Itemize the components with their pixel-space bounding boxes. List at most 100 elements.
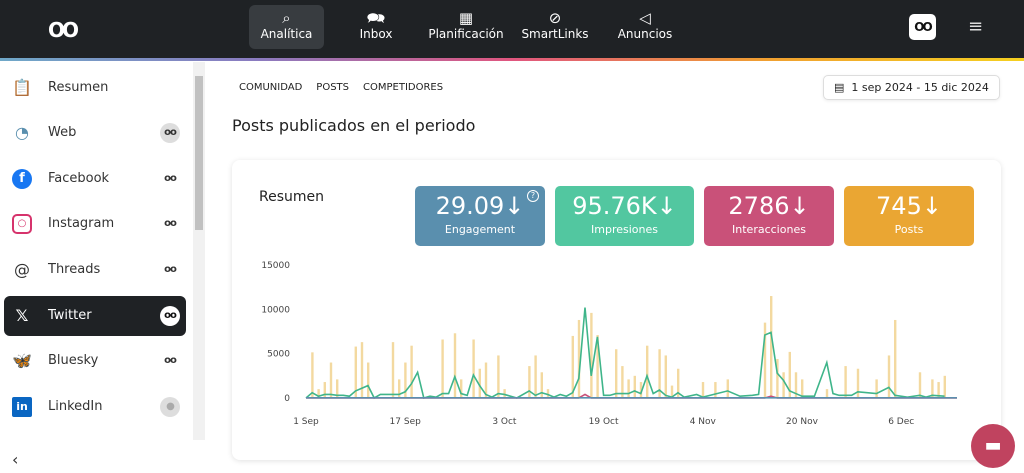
chart-bar xyxy=(497,355,500,398)
chart-bar xyxy=(639,382,643,398)
facebook-icon: f xyxy=(12,169,32,189)
y-tick-label: 10000 xyxy=(261,305,290,315)
tab-comunidad[interactable]: COMUNIDAD xyxy=(239,82,303,93)
account-badge: oo xyxy=(164,355,177,366)
chart-bar xyxy=(788,351,791,398)
chart-bar xyxy=(540,372,543,398)
chart-bar xyxy=(404,362,407,398)
chart-bar xyxy=(726,379,729,398)
chart-bar xyxy=(776,358,779,398)
collapse-sidebar-chevron-icon[interactable]: ‹ xyxy=(12,450,19,469)
sidebar-item-facebook[interactable]: f Facebook oo xyxy=(4,159,186,199)
calendar-icon: ▤ xyxy=(834,81,845,94)
chart-bar xyxy=(354,346,357,398)
account-badge: oo xyxy=(164,173,177,184)
chart-bar xyxy=(391,342,395,398)
calendar-icon: ▦ xyxy=(458,9,474,27)
help-icon[interactable]: ? xyxy=(527,190,539,202)
brand-gradient-stripe xyxy=(0,58,1024,61)
chart-bar xyxy=(453,333,457,398)
x-tick-label: 19 Oct xyxy=(589,417,619,427)
chart-bar xyxy=(336,379,339,398)
chart-bar xyxy=(763,322,767,398)
account-badge: oo xyxy=(164,218,177,229)
x-tick-label: 6 Dec xyxy=(888,417,914,427)
chat-icon: ▬ xyxy=(984,435,1002,456)
chart-bar xyxy=(577,319,581,398)
nav-analitica[interactable]: ⌕ Analítica xyxy=(249,5,324,49)
chart-bar xyxy=(534,355,537,398)
chart-bar xyxy=(931,379,934,398)
chart-bar xyxy=(596,335,599,398)
kpi-engagement[interactable]: 29.09↓ Engagement? xyxy=(415,186,545,246)
chart-bar xyxy=(323,382,326,398)
kpi-posts[interactable]: 745↓ Posts xyxy=(844,186,974,246)
date-range-picker[interactable]: ▤ 1 sep 2024 - 15 dic 2024 xyxy=(823,75,1000,100)
y-tick-label: 5000 xyxy=(267,350,290,360)
chart-bar xyxy=(701,382,705,398)
chart-bar xyxy=(646,345,649,398)
tab-competidores[interactable]: COMPETIDORES xyxy=(363,82,444,93)
chat-support-button[interactable]: ▬ xyxy=(971,424,1015,468)
chart-bar xyxy=(801,379,804,398)
nav-smartlinks[interactable]: ⊘ SmartLinks xyxy=(521,9,589,41)
analytics-search-icon: ⌕ xyxy=(282,9,291,27)
chart-bar xyxy=(633,375,636,398)
chart-bar xyxy=(571,335,574,398)
kpi-impresiones[interactable]: 95.76K↓ Impresiones xyxy=(555,186,694,246)
rss-icon: ◔ xyxy=(15,123,29,142)
brand-logo-icon[interactable]: OO xyxy=(48,18,79,42)
chart-bar xyxy=(410,345,413,398)
clipboard-icon: 📋 xyxy=(12,78,32,97)
chart-bar xyxy=(677,368,680,398)
chart-bar xyxy=(478,368,481,398)
chart-bar xyxy=(503,389,506,398)
sidebar-item-bluesky[interactable]: 🦋 Bluesky oo xyxy=(4,341,186,381)
sidebar-item-linkedin[interactable]: in LinkedIn ● xyxy=(4,387,186,427)
chart-bar xyxy=(317,389,320,398)
y-tick-label: 15000 xyxy=(261,261,290,271)
sidebar: 📋 Resumen ◔ Web oo f Facebook oo ○ Instagram oo… xyxy=(0,62,193,473)
chart-bar xyxy=(770,296,773,398)
summary-title: Resumen xyxy=(259,189,325,205)
chart-bar xyxy=(794,372,798,398)
chart-bar xyxy=(714,382,717,398)
chart-bar xyxy=(844,366,847,398)
x-icon: 𝕏 xyxy=(15,306,29,325)
chart-bar xyxy=(484,362,488,398)
y-tick-label: 0 xyxy=(284,394,290,404)
sidebar-item-twitter[interactable]: 𝕏 Twitter oo xyxy=(4,296,186,336)
chart-bar xyxy=(875,379,878,398)
account-badge: oo xyxy=(160,306,180,326)
kpi-interacciones[interactable]: 2786↓ Interacciones xyxy=(704,186,834,246)
sidebar-item-resumen[interactable]: 📋 Resumen xyxy=(12,78,109,97)
chart-bar xyxy=(590,312,593,398)
tab-posts[interactable]: POSTS xyxy=(316,82,350,93)
chart-bar xyxy=(546,389,550,398)
nav-planificacion[interactable]: ▦ Planificación xyxy=(428,9,504,41)
chart-bar xyxy=(528,366,531,398)
threads-icon: @ xyxy=(14,260,30,279)
sidebar-item-instagram[interactable]: ○ Instagram oo xyxy=(4,204,186,244)
x-tick-label: 1 Sep xyxy=(293,417,319,427)
default-avatar-icon: ● xyxy=(160,397,180,417)
sidebar-item-threads[interactable]: @ Threads oo xyxy=(4,250,186,290)
scrollbar-thumb[interactable] xyxy=(195,76,203,230)
chart-bar xyxy=(887,355,891,398)
chart-bar xyxy=(360,342,364,398)
x-tick-label: 3 Oct xyxy=(492,417,517,427)
chat-bubbles-icon: 🗪 xyxy=(366,9,386,27)
chart-bar xyxy=(825,389,829,398)
chart-line xyxy=(305,307,945,400)
x-tick-label: 20 Nov xyxy=(786,417,819,427)
nav-anuncios[interactable]: ◁ Anuncios xyxy=(613,5,677,49)
account-avatar[interactable]: OO xyxy=(909,14,936,40)
sidebar-scrollbar[interactable] xyxy=(193,62,205,440)
nav-inbox[interactable]: 🗪 Inbox xyxy=(345,5,407,49)
hamburger-menu-icon[interactable]: ≡ xyxy=(968,16,984,37)
chart-bar xyxy=(894,319,897,398)
sidebar-item-web[interactable]: ◔ Web oo xyxy=(4,113,186,153)
chart-bar xyxy=(311,352,314,398)
chart-bar xyxy=(472,339,475,398)
